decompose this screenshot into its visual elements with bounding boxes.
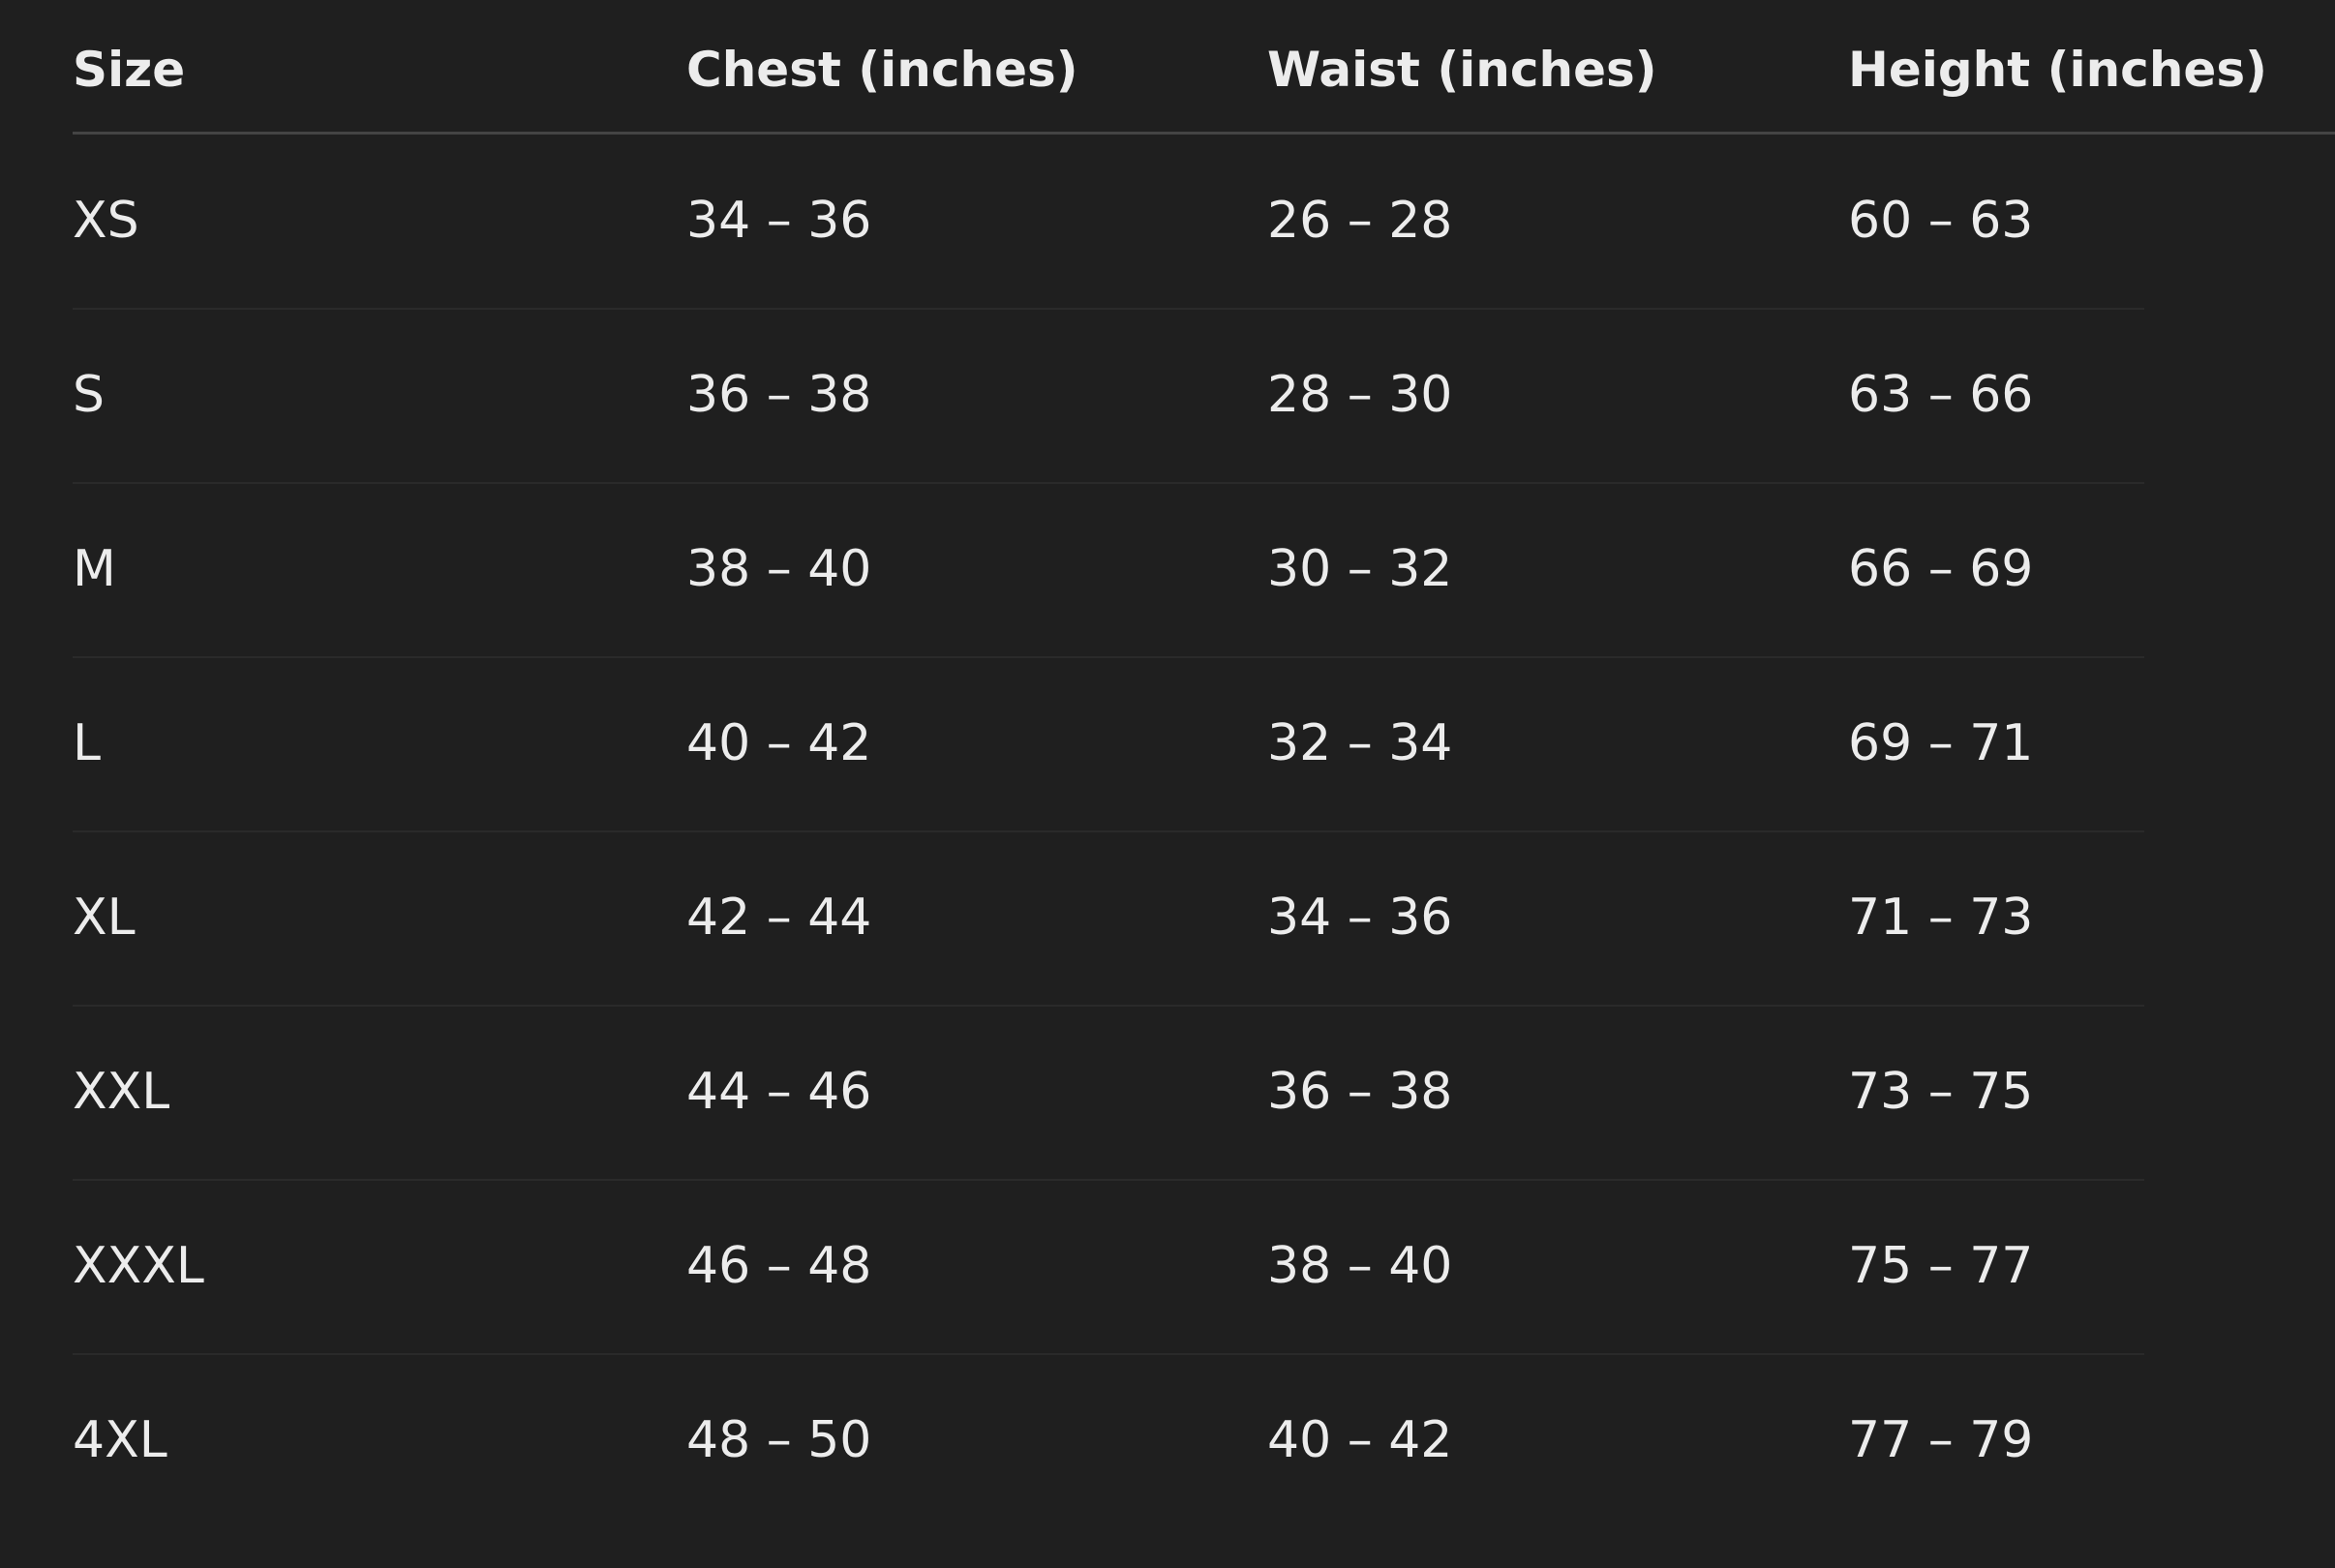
measure-cell: 77 – 79 bbox=[1848, 1411, 2034, 1469]
size-cell: XL bbox=[73, 889, 136, 947]
measure-cell: 30 – 32 bbox=[1267, 540, 1453, 598]
row-divider bbox=[73, 1179, 2144, 1181]
row-divider bbox=[73, 308, 2144, 310]
measure-cell: 34 – 36 bbox=[686, 192, 872, 250]
measure-cell: 46 – 48 bbox=[686, 1237, 872, 1295]
column-header: Height (inches) bbox=[1848, 42, 2267, 98]
row-divider bbox=[73, 830, 2144, 832]
measure-cell: 71 – 73 bbox=[1848, 889, 2034, 947]
measure-cell: 48 – 50 bbox=[686, 1411, 872, 1469]
size-cell: M bbox=[73, 540, 116, 598]
measure-cell: 63 – 66 bbox=[1848, 366, 2034, 424]
measure-cell: 38 – 40 bbox=[686, 540, 872, 598]
row-divider bbox=[73, 1005, 2144, 1007]
size-cell: L bbox=[73, 714, 101, 772]
size-cell: 4XL bbox=[73, 1411, 167, 1469]
size-cell: XXL bbox=[73, 1063, 170, 1121]
column-header: Size bbox=[73, 42, 186, 98]
measure-cell: 40 – 42 bbox=[1267, 1411, 1453, 1469]
measure-cell: 36 – 38 bbox=[1267, 1063, 1453, 1121]
measure-cell: 42 – 44 bbox=[686, 889, 872, 947]
measure-cell: 38 – 40 bbox=[1267, 1237, 1453, 1295]
measure-cell: 75 – 77 bbox=[1848, 1237, 2034, 1295]
header-divider bbox=[73, 132, 2335, 135]
row-divider bbox=[73, 482, 2144, 484]
measure-cell: 40 – 42 bbox=[686, 714, 872, 772]
column-header: Waist (inches) bbox=[1267, 42, 1657, 98]
size-cell: S bbox=[73, 366, 106, 424]
measure-cell: 36 – 38 bbox=[686, 366, 872, 424]
row-divider bbox=[73, 656, 2144, 658]
measure-cell: 44 – 46 bbox=[686, 1063, 872, 1121]
measure-cell: 66 – 69 bbox=[1848, 540, 2034, 598]
row-divider bbox=[73, 1353, 2144, 1355]
measure-cell: 26 – 28 bbox=[1267, 192, 1453, 250]
size-cell: XS bbox=[73, 192, 139, 250]
measure-cell: 60 – 63 bbox=[1848, 192, 2034, 250]
measure-cell: 28 – 30 bbox=[1267, 366, 1453, 424]
column-header: Chest (inches) bbox=[686, 42, 1078, 98]
measure-cell: 69 – 71 bbox=[1848, 714, 2034, 772]
measure-cell: 34 – 36 bbox=[1267, 889, 1453, 947]
measure-cell: 73 – 75 bbox=[1848, 1063, 2034, 1121]
size-cell: XXXL bbox=[73, 1237, 204, 1295]
measure-cell: 32 – 34 bbox=[1267, 714, 1453, 772]
